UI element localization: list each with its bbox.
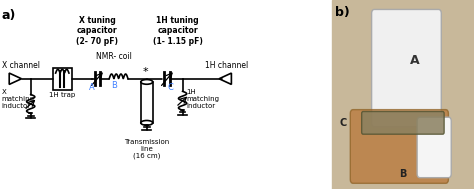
Text: C: C: [168, 83, 173, 92]
FancyBboxPatch shape: [350, 110, 448, 183]
Bar: [141, 82, 153, 123]
Text: C: C: [339, 118, 347, 128]
Text: b): b): [335, 6, 349, 19]
Text: B: B: [399, 169, 407, 179]
FancyBboxPatch shape: [372, 9, 441, 127]
Text: X channel: X channel: [2, 61, 40, 70]
FancyBboxPatch shape: [417, 117, 451, 178]
Text: X
matching
inductor: X matching inductor: [2, 89, 35, 109]
Text: 1H trap: 1H trap: [49, 92, 75, 98]
Text: NMR- coil: NMR- coil: [96, 52, 132, 61]
Text: A: A: [89, 83, 95, 92]
Text: 1H channel: 1H channel: [205, 61, 248, 70]
Text: a): a): [2, 9, 16, 22]
FancyBboxPatch shape: [362, 112, 444, 134]
Ellipse shape: [141, 121, 153, 125]
Text: 1H
matching
inductor: 1H matching inductor: [187, 89, 219, 109]
Bar: [53, 68, 72, 90]
Text: X tuning
capacitor
(2- 70 pF): X tuning capacitor (2- 70 pF): [76, 16, 118, 46]
Ellipse shape: [141, 80, 153, 84]
Text: *: *: [142, 67, 148, 77]
Text: Transmission
line
(16 cm): Transmission line (16 cm): [124, 139, 169, 159]
Text: A: A: [410, 54, 419, 67]
Text: B: B: [111, 81, 117, 90]
Text: 1H tuning
capacitor
(1- 1.15 pF): 1H tuning capacitor (1- 1.15 pF): [153, 16, 202, 46]
